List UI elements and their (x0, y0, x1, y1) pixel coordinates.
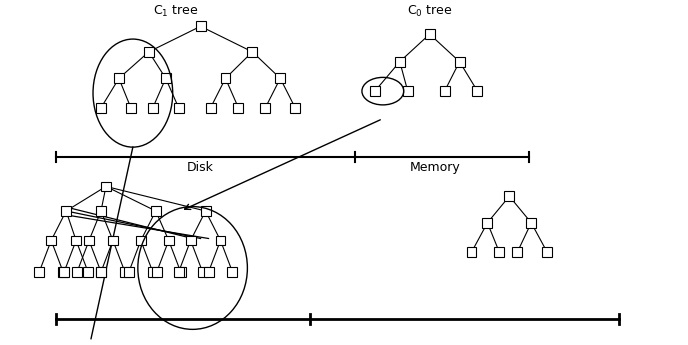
Bar (542, 247, 552, 257)
Bar (197, 267, 208, 277)
Bar (96, 103, 106, 113)
Bar (96, 206, 106, 216)
Bar (206, 103, 215, 113)
Bar (46, 236, 56, 245)
Bar (482, 218, 493, 228)
Bar (220, 73, 230, 83)
Bar (83, 267, 93, 277)
Bar (402, 86, 413, 96)
Bar (233, 103, 244, 113)
Bar (96, 267, 106, 277)
Bar (195, 21, 206, 31)
Bar (34, 267, 44, 277)
Bar (248, 47, 257, 57)
Bar (440, 86, 449, 96)
Bar (186, 236, 195, 245)
Bar (175, 267, 186, 277)
Bar (136, 236, 146, 245)
Bar (59, 267, 69, 277)
Text: Memory: Memory (409, 161, 460, 174)
Bar (152, 267, 162, 277)
Bar (504, 191, 515, 201)
Bar (201, 206, 211, 216)
Bar (120, 267, 130, 277)
Bar (370, 86, 380, 96)
Bar (455, 57, 464, 67)
Bar (72, 267, 82, 277)
Bar (84, 236, 94, 245)
Bar (58, 267, 68, 277)
Bar (161, 73, 171, 83)
Bar (114, 73, 124, 83)
Bar (148, 267, 158, 277)
Bar (124, 267, 134, 277)
Bar (228, 267, 237, 277)
Bar (108, 236, 118, 245)
Text: C$_0$ tree: C$_0$ tree (407, 3, 453, 19)
Bar (495, 247, 504, 257)
Bar (466, 247, 477, 257)
Bar (275, 73, 286, 83)
Bar (173, 103, 184, 113)
Bar (148, 103, 158, 113)
Bar (424, 29, 435, 39)
Bar (164, 236, 173, 245)
Bar (144, 47, 154, 57)
Bar (526, 218, 536, 228)
Bar (71, 236, 81, 245)
Bar (260, 103, 270, 113)
Bar (290, 103, 300, 113)
Bar (513, 247, 522, 257)
Bar (126, 103, 136, 113)
Text: Disk: Disk (187, 161, 214, 174)
Bar (61, 206, 71, 216)
Bar (215, 236, 226, 245)
Bar (151, 206, 161, 216)
Bar (173, 267, 184, 277)
Bar (96, 267, 106, 277)
Bar (395, 57, 405, 67)
Bar (101, 181, 111, 191)
Text: C$_1$ tree: C$_1$ tree (153, 3, 198, 19)
Bar (473, 86, 482, 96)
Bar (204, 267, 213, 277)
